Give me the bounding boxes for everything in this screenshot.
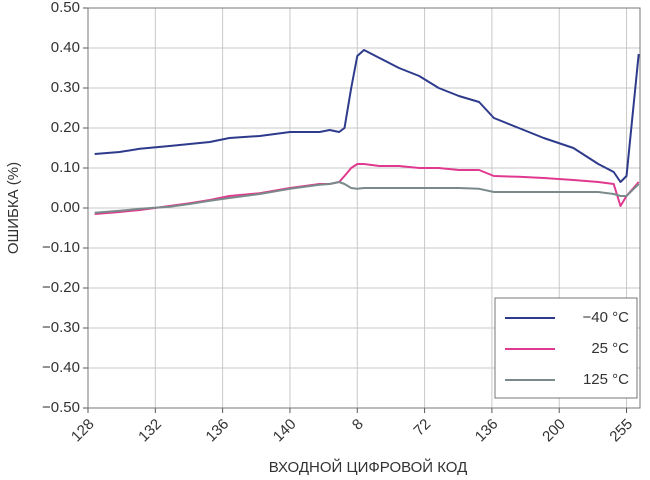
y-tick-label: 0.40 <box>51 39 80 56</box>
y-tick-label: −0.30 <box>42 319 80 336</box>
y-axis-label: ОШИБКА (%) <box>5 162 22 254</box>
x-axis-label: ВХОДНОЙ ЦИФРОВОЙ КОД <box>269 458 468 476</box>
y-tick-label: −0.10 <box>42 239 80 256</box>
x-tick-label: 200 <box>539 416 569 446</box>
legend-label: 25 °C <box>591 340 629 357</box>
plot-frame <box>87 7 641 409</box>
x-tick-label: 72 <box>410 416 434 440</box>
legend-label: 125 °C <box>583 371 629 388</box>
y-tick-label: 0.50 <box>51 0 80 16</box>
y-tick-label: −0.20 <box>42 279 80 296</box>
y-tick-label: 0.20 <box>51 119 80 136</box>
x-tick-label: 140 <box>270 416 300 446</box>
x-tick-label: 255 <box>606 416 636 446</box>
y-tick-label: 0.00 <box>51 199 80 216</box>
y-tick-label: −0.50 <box>42 399 80 416</box>
legend-label: −40 °C <box>583 309 630 326</box>
x-tick-label: 8 <box>349 416 367 434</box>
x-tick-label: 132 <box>135 416 165 446</box>
y-tick-label: −0.40 <box>42 359 80 376</box>
x-tick-label: 128 <box>68 416 98 446</box>
x-tick-label: 136 <box>472 416 502 446</box>
x-tick-label: 136 <box>203 416 233 446</box>
y-tick-label: 0.30 <box>51 79 80 96</box>
series-line <box>94 181 640 214</box>
series-line <box>94 49 640 183</box>
y-tick-label: 0.10 <box>51 159 80 176</box>
